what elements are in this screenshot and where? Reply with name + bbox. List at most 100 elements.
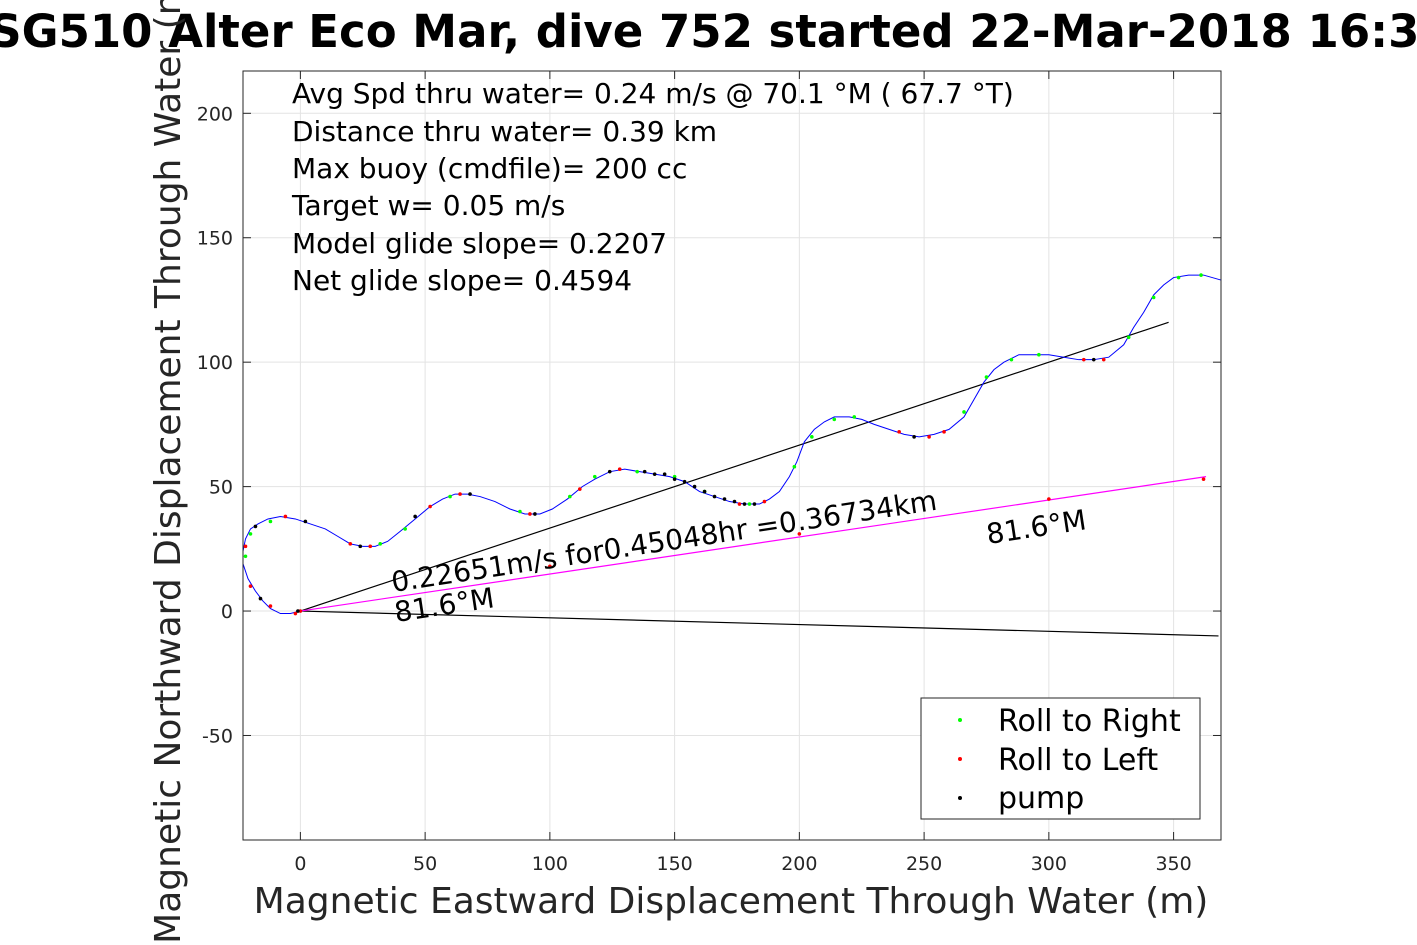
track-marker [298, 609, 303, 613]
track-marker [518, 509, 522, 514]
track-marker [303, 519, 308, 524]
legend: Roll to Right Roll to Left pump [920, 697, 1201, 820]
glider-track [242, 274, 1222, 615]
track-marker [927, 435, 931, 439]
y-axis-label: Magnetic Northward Displacement Through … [148, 0, 189, 944]
reference-line [300, 321, 1169, 612]
x-axis-label: Magnetic Eastward Displacement Through W… [254, 881, 1209, 922]
track-marker [258, 596, 263, 601]
track-line [242, 274, 1222, 615]
legend-label-pump: pump [998, 781, 1084, 816]
track-marker [413, 514, 417, 519]
track-marker [962, 410, 966, 414]
x-tick-label: 150 [656, 853, 692, 875]
track-marker [607, 469, 612, 474]
legend-label-roll-right: Roll to Right [998, 704, 1181, 739]
y-tick-label: 100 [197, 352, 233, 374]
track-marker [635, 469, 639, 474]
x-tick-label: 100 [532, 853, 568, 875]
track-marker [348, 542, 353, 546]
track-marker [358, 544, 363, 549]
track-marker [533, 512, 537, 516]
track-marker [662, 472, 667, 476]
track-marker [1101, 357, 1106, 362]
track-marker [253, 524, 258, 529]
stats-max-buoy: Max buoy (cmdfile)= 200 cc [292, 152, 687, 185]
track-marker [810, 435, 814, 439]
track-marker [672, 477, 677, 481]
track-marker [458, 492, 462, 496]
track-marker [1199, 273, 1203, 277]
y-tick-label: 150 [197, 228, 233, 250]
track-marker [1176, 275, 1181, 280]
stats-model-glide: Model glide slope= 0.2207 [292, 227, 667, 260]
x-tick-label: 300 [1031, 853, 1067, 875]
track-marker [248, 532, 253, 536]
track-marker [752, 502, 757, 506]
track-marker [722, 497, 727, 501]
track-marker [428, 504, 432, 509]
track-marker [578, 487, 582, 491]
axis-ticks: 0 50 100 150 200 250 300 350 -50 0 50 100 150 200 [197, 71, 1221, 875]
track-marker [1201, 477, 1206, 481]
track-marker [942, 430, 946, 434]
track-marker [243, 544, 248, 549]
track-marker [1126, 335, 1131, 340]
x-tick-label: 200 [781, 853, 817, 875]
x-tick-label: 350 [1155, 853, 1191, 875]
stats-avg-speed: Avg Spd thru water= 0.24 m/s @ 70.1 °M (… [292, 77, 1014, 110]
track-marker [243, 554, 248, 559]
track-marker [652, 472, 657, 476]
track-marker [568, 494, 572, 499]
track-marker [378, 542, 383, 546]
track-marker [832, 417, 837, 422]
legend-box [920, 697, 1201, 820]
legend-swatch-roll-left [958, 757, 962, 761]
track-marker [762, 499, 767, 504]
track-marker [368, 544, 373, 549]
track-marker [702, 489, 707, 494]
track-marker [897, 430, 901, 434]
track-marker [732, 499, 737, 504]
stats-target-w: Target w= 0.05 m/s [291, 189, 565, 222]
track-marker [268, 519, 273, 524]
track-marker [617, 467, 622, 471]
track-marker [548, 564, 552, 569]
y-tick-label: 200 [197, 103, 233, 125]
track-marker [468, 492, 472, 496]
track-marker [1037, 352, 1041, 357]
reference-line [300, 476, 1207, 612]
legend-swatch-roll-right [958, 718, 962, 722]
track-marker [692, 484, 697, 489]
track-marker [1081, 357, 1086, 362]
track-marker [984, 375, 989, 379]
track-marker [672, 474, 677, 479]
track-marker [747, 502, 752, 506]
heading-end-annotation: 81.6°M [984, 503, 1088, 551]
y-tick-label: 50 [209, 477, 233, 499]
x-tick-label: 250 [906, 853, 942, 875]
track-marker [1151, 295, 1156, 300]
track-marker [268, 604, 273, 608]
plot-frame [242, 70, 1222, 841]
y-tick-label: -50 [202, 725, 233, 747]
track-marker [592, 474, 597, 479]
track-marker [296, 609, 300, 613]
legend-label-roll-left: Roll to Left [998, 743, 1158, 778]
stats-distance: Distance thru water= 0.39 km [292, 115, 717, 148]
stats-net-glide: Net glide slope= 0.4594 [292, 264, 632, 297]
speed-annotation: 0.22651m/s for0.45048hr =0.36734km [389, 484, 939, 599]
track-marker [283, 514, 288, 519]
track-marker [712, 494, 717, 499]
track-marker [797, 532, 802, 536]
x-tick-label: 50 [413, 853, 437, 875]
track-marker [912, 435, 916, 439]
y-tick-label: 0 [221, 601, 233, 623]
track-marker [403, 527, 407, 531]
track-marker [682, 479, 687, 484]
track-markers [243, 273, 1206, 616]
track-marker [528, 512, 532, 516]
track-marker [742, 502, 747, 506]
track-marker [448, 494, 452, 499]
